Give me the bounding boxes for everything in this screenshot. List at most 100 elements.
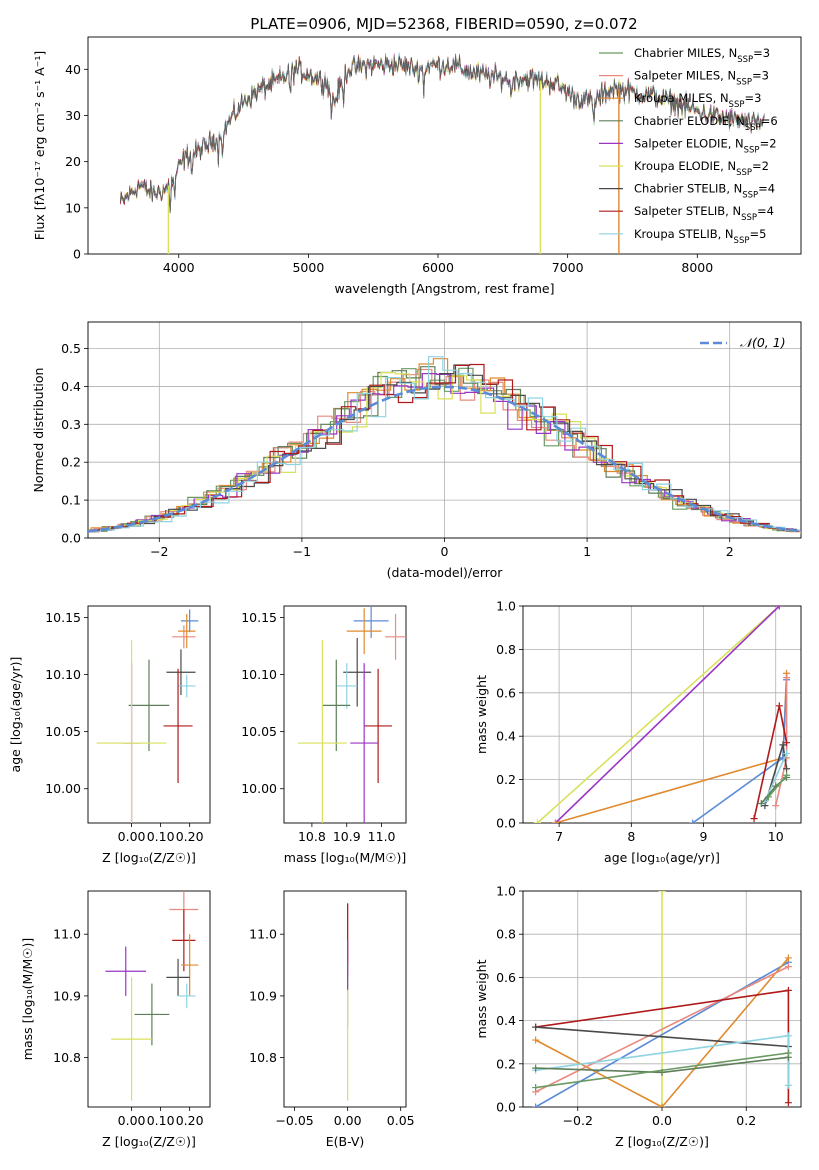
weight-series-line [535,957,790,1107]
age_vs_mass-xlabel: mass [log₁₀(M/M☉)] [284,850,406,865]
spectrum-ytick-label: 20 [65,154,81,169]
age_vs_mass-frame [283,605,407,824]
age_vs_mass-ytick-label: 10.15 [241,610,277,625]
mass_vs_Z-ylabel: mass [log₁₀(M/M☉)] [20,938,35,1060]
age_vs_Z-xtick-label: 0.20 [176,829,204,844]
age_vs_Z-ytick-label: 10.00 [45,781,81,796]
weight-series-marker [765,793,773,801]
mass_vs_EBV-ytick-label: 10.8 [249,1050,277,1065]
weight_vs_age-xtick-label: 10 [768,829,784,844]
weight-series-marker [784,1032,792,1040]
weight-series-line [536,606,780,823]
legend-entry-label: Chabrier ELODIE, NSSP=6 [634,114,778,133]
weight-series-marker [783,739,791,747]
age_vs_mass-ytick-label: 10.10 [241,667,277,682]
legend-entry-label: Kroupa ELODIE, NSSP=2 [634,159,769,178]
weight_vs_age-ytick-label: 0.4 [496,729,516,744]
residuals-ytick-label: 0.3 [61,417,81,432]
mass_vs_EBV-ytick-label: 10.9 [249,988,277,1003]
spectrum-plot-area [120,52,765,254]
age_vs_mass-xtick-label: 10.8 [298,829,326,844]
weight-series-marker [551,819,559,823]
age_vs_mass-ytick-label: 10.00 [241,781,277,796]
residuals-panel: −2 −1 0 1 2 0.0 0.1 0.2 0.3 0.4 0.5 (data-model)/er… [31,321,802,580]
weight_vs_Z-ylabel: mass weight [474,959,489,1038]
mass_vs_Z-ytick-label: 11.0 [53,927,81,942]
weight-series-marker [532,1103,540,1107]
legend-entry-label: Chabrier MILES, NSSP=3 [634,46,770,65]
legend-entry-label: Kroupa MILES, NSSP=3 [634,91,761,110]
weight_vs_age-plot-area [533,606,791,823]
age_vs_mass-xtick-label: 10.9 [333,829,361,844]
mass_vs_EBV-ytick-label: 11.0 [249,927,277,942]
errorbar-point [178,613,196,649]
weight-series-marker [784,954,792,962]
errorbar-point [336,663,358,709]
mass_vs_EBV-panel: −0.05 0.00 0.05 10.8 10.9 11.0 E(B-V) [249,890,415,1149]
spectrum-xtick-label: 6000 [422,260,454,275]
residuals-ytick-label: 0.2 [61,455,81,470]
errorbar-point [297,640,347,823]
figure-title: PLATE=0906, MJD=52368, FIBERID=0590, z=0… [250,15,637,33]
weight_vs_age-ytick-label: 0.0 [496,816,516,831]
weight-series-line [764,753,788,802]
residuals-ylabel: Normed distribution [31,368,46,493]
weight-series-marker [784,963,792,971]
mass_vs_EBV-xtick-label: 0.00 [334,1113,362,1128]
errorbar-point [180,934,199,996]
spectrum-ytick-label: 10 [65,200,81,215]
spectrum-ytick-label: 40 [65,62,81,77]
age_vs_Z-panel: 0.00 0.10 0.20 10.00 10.05 10.10 10.15 Z [log₁₀… [8,605,211,865]
weight-series-marker [783,674,791,682]
weight_vs_Z-ytick-label: 0.4 [496,1013,516,1028]
weight_vs_age-xlabel: age [log₁₀(age/yr)] [604,850,720,865]
age_vs_Z-xtick-label: 0.10 [147,829,175,844]
weight-series-marker [775,606,783,610]
weight_vs_Z-ytick-label: 0.2 [496,1056,516,1071]
weight-series-marker [750,815,758,823]
age_vs_mass-plot-area [297,606,406,823]
residuals-xtick-label: −2 [150,544,168,559]
residuals-xlabel: (data-model)/error [387,565,504,580]
mass_vs_EBV-xlabel: E(B-V) [326,1134,365,1149]
errorbar-point [385,613,406,660]
mass_vs_Z-xtick-label: 0.20 [176,1113,204,1128]
weight-series-line [535,1026,789,1048]
mass_vs_Z-panel: 0.00 0.10 0.20 10.8 10.9 11.0 Z [log₁₀(Z/Z☉)] m… [20,890,211,1149]
weight-series-marker [784,1099,792,1107]
mass_vs_Z-frame [87,890,211,1108]
spectrum-legend: Chabrier MILES, NSSP=3 Salpeter MILES, NS… [599,46,778,246]
weight-series-line [767,774,788,798]
age_vs_Z-ylabel: age [log₁₀(age/yr)] [8,657,23,773]
spectrum-ytick-label: 30 [65,108,81,123]
legend-entry-label: Kroupa STELIB, NSSP=5 [634,227,766,246]
errorbar-point [178,983,196,1009]
legend-entry-label: Salpeter ELODIE, NSSP=2 [634,136,777,155]
weight_vs_Z-ytick-label: 0.0 [496,1100,516,1115]
legend-entry-label: Salpeter MILES, NSSP=3 [634,69,769,88]
histogram-series-step [88,367,801,534]
errorbar-point [105,946,147,996]
spectrum-panel: 4000 5000 6000 7000 8000 0 10 20 30 40 wavelength … [32,36,802,296]
age_vs_mass-panel: 10.8 10.9 11.0 10.00 10.05 10.10 10.15 mass [lo… [241,605,407,865]
weight-series-marker [757,799,765,807]
weight-series-marker [772,802,780,810]
weight_vs_Z-plot-area [532,891,792,1107]
weight_vs_age-xtick-label: 8 [627,829,635,844]
weight-series-marker [533,819,541,823]
weight_vs_Z-panel: −0.2 0.0 0.2 0.0 0.2 0.4 0.6 0.8 1.0 Z [log₁₀(Z/Z… [474,884,802,1149]
mass_vs_Z-xtick-label: 0.00 [118,1113,146,1128]
errorbar-point [172,625,196,649]
errorbar-point [178,674,196,698]
errorbar-point [172,909,196,972]
weight-series-marker [775,702,783,710]
weight-series-marker [532,1036,540,1044]
mass_vs_EBV-xtick-label: 0.05 [387,1113,415,1128]
age_vs_mass-xtick-label: 11.0 [368,829,396,844]
age_vs_mass-ytick-label: 10.05 [241,724,277,739]
errorbar-point [343,637,372,707]
spectrum-ytick-label: 0 [73,247,81,262]
weight-series-marker [784,1049,792,1057]
panels-root: 4000 5000 6000 7000 8000010203040wavelength … [8,36,802,1149]
